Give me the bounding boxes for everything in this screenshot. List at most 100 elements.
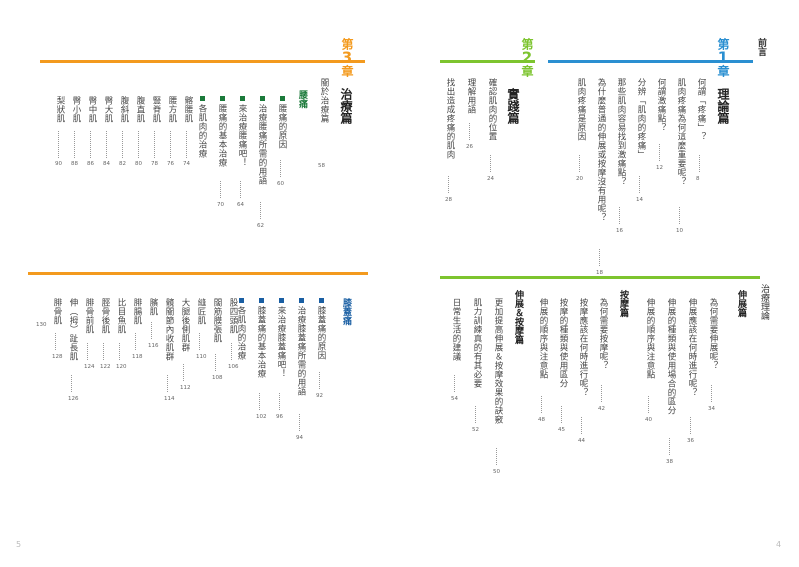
stretch-item-3[interactable]: 伸展的順序與注意點	[644, 298, 656, 379]
preface-label[interactable]: 前言	[756, 38, 766, 56]
knee-sub-item-3[interactable]: 膝蓋痛的基本治療	[255, 298, 267, 378]
knee-sub-item-0[interactable]: 膝蓋痛的原因	[315, 298, 327, 360]
dot-leader	[58, 130, 59, 158]
knee-muscle-item-0[interactable]: 股四頭肌	[227, 298, 239, 334]
dot-leader	[55, 332, 56, 350]
knee-muscle-item-5[interactable]: 臏肌	[147, 298, 159, 316]
dot-leader	[648, 395, 649, 413]
knee-muscle-item-label: 縫匠肌	[196, 298, 206, 325]
combo-page-number: 50	[493, 469, 500, 475]
dot-leader	[561, 406, 562, 423]
stretch-item-label: 伸展的順序與注意點	[645, 298, 655, 379]
lowback-sub-item-3[interactable]: 腰痛的基本治療	[216, 96, 228, 167]
ch2-item-2[interactable]: 找出造成疼痛的肌肉	[444, 78, 456, 159]
ch1-item-0[interactable]: 何謂「疼痛」？	[695, 78, 707, 141]
knee-muscle-item-11[interactable]: 腓骨肌	[51, 298, 63, 325]
knee-muscle-item-1[interactable]: 闊筋膜張肌	[211, 298, 223, 343]
combo-page-number: 52	[472, 427, 479, 433]
lowback-muscle-item-7[interactable]: 臀小肌	[70, 96, 82, 123]
lowback-sub-item-0[interactable]: 腰痛的原因	[276, 96, 288, 149]
ch2-page-number: 24	[487, 175, 494, 182]
chapter1-title[interactable]: 理論篇	[716, 88, 730, 124]
ch2-page-number: 26	[466, 144, 473, 150]
ch1-item-1[interactable]: 肌肉疼痛為何這麼重要呢？	[675, 78, 687, 186]
lowback-muscle-page-number: 80	[135, 161, 142, 167]
massage-item-1[interactable]: 按摩應該在何時進行呢？	[577, 298, 589, 397]
lowback-muscle-item-label: 臀大肌	[103, 96, 113, 123]
ch1-item-3[interactable]: 分辨「肌肉的疼痛」	[635, 78, 647, 159]
lowback-muscle-page-number: 88	[71, 161, 78, 167]
knee-muscle-item-label: 髖關節內收肌群	[164, 298, 174, 361]
stretch-item-1[interactable]: 伸展應該在何時進行呢？	[686, 298, 698, 397]
stretch-section[interactable]: 伸展篇	[736, 290, 746, 317]
massage-page-number: 44	[578, 437, 585, 444]
lowback-muscle-item-4[interactable]: 腹斜肌	[118, 96, 130, 123]
lowback-muscle-item-label: 梨狀肌	[55, 96, 65, 123]
combo-item-2[interactable]: 日常生活的建議	[450, 298, 462, 361]
lowback-sub-item-1[interactable]: 治療腰痛所需的用語	[256, 96, 268, 185]
lowback-muscle-item-8[interactable]: 梨狀肌	[54, 96, 66, 123]
lowback-muscle-item-label: 腹直肌	[135, 96, 145, 123]
ch1-item-5[interactable]: 為什麼普通的伸展或按摩沒有用呢？	[595, 78, 607, 222]
combo-item-0[interactable]: 更加提高伸展＆按摩效果的訣竅	[492, 298, 504, 424]
dot-leader	[170, 130, 171, 158]
ch1-item-6[interactable]: 肌肉疼痛是原因	[575, 78, 587, 141]
lowback-muscle-item-2[interactable]: 豎脊肌	[150, 96, 162, 123]
lowback-muscle-item-6[interactable]: 臀中肌	[86, 96, 98, 123]
knee-sub-item-4[interactable]: 各肌肉的治療	[235, 298, 247, 360]
lowback-muscle-item-label: 臀中肌	[87, 96, 97, 123]
ch2-item-0[interactable]: 確認肌肉的位置	[486, 78, 498, 141]
lowback-muscle-item-0[interactable]: 髂腰肌	[182, 96, 194, 123]
knee-sub-item-2[interactable]: 來治療膝蓋痛吧！	[275, 298, 287, 378]
lowback-muscle-page-number: 86	[87, 161, 94, 167]
knee-muscle-item-2[interactable]: 縫匠肌	[195, 298, 207, 325]
knee-muscle-item-4[interactable]: 髖關節內收肌群	[163, 298, 175, 361]
chapter3-title[interactable]: 治療篇	[339, 88, 353, 124]
knee-muscle-page-number: 106	[228, 364, 239, 370]
knee-muscle-item-10[interactable]: 伸（拇）趾長肌	[67, 298, 79, 361]
massage-item-2[interactable]: 按摩的種類與使用區分	[557, 298, 569, 388]
chapter3-intro[interactable]: 關於治療篇	[319, 78, 329, 123]
massage-item-0[interactable]: 為何需要按摩呢？	[597, 298, 609, 370]
ch1-item-2[interactable]: 何謂激痛點？	[655, 78, 667, 132]
lowback-sub-page-number: 64	[237, 201, 244, 208]
ch1-item-4[interactable]: 那些肌肉容易找到激痛點？	[615, 78, 627, 186]
knee-muscle-item-7[interactable]: 比目魚肌	[115, 298, 127, 334]
combo-section[interactable]: 伸展＆按摩篇	[513, 290, 523, 344]
lowback-sub-item-4[interactable]: 各肌肉的治療	[196, 96, 208, 158]
lowback-muscle-item-label: 臀小肌	[71, 96, 81, 123]
lowback-muscle-item-5[interactable]: 臀大肌	[102, 96, 114, 123]
lowback-muscle-item-3[interactable]: 腹直肌	[134, 96, 146, 123]
knee-muscle-item-3[interactable]: 大腿後側肌群	[179, 298, 191, 352]
knee-muscle-item-6[interactable]: 腓腸肌	[131, 298, 143, 325]
ch1-item-label: 何謂「疼痛」？	[696, 78, 706, 141]
combo-item-1[interactable]: 肌力訓練真的有其必要	[471, 298, 483, 388]
knee-muscle-page-number: 108	[212, 374, 223, 381]
dot-leader	[280, 159, 281, 177]
dot-leader	[490, 154, 491, 172]
knee-sub-item-1[interactable]: 治療膝蓋痛所需的用語	[295, 298, 307, 396]
square-bullet-icon	[278, 298, 284, 303]
knee-muscle-item-8[interactable]: 脛骨後肌	[99, 298, 111, 334]
lowback-sub-item-2[interactable]: 來治療腰痛吧！	[236, 96, 248, 167]
lowback-sub-item-label: 各肌肉的治療	[197, 104, 207, 158]
ch2-item-1[interactable]: 理解用語	[465, 78, 477, 114]
lowback-sub-item-label: 治療腰痛所需的用語	[257, 104, 267, 185]
knee-section: 膝蓋痛	[341, 298, 351, 325]
square-bullet-icon	[219, 96, 225, 101]
square-bullet-icon	[199, 96, 205, 101]
lowback-muscle-item-1[interactable]: 腰方肌	[166, 96, 178, 123]
chapter2-title[interactable]: 實踐篇	[506, 88, 520, 124]
dot-leader	[711, 385, 712, 402]
stretch-item-2[interactable]: 伸展的種類與使用場合的區分	[665, 298, 677, 415]
knee-muscle-item-label: 腓骨肌	[52, 298, 62, 325]
dot-leader	[220, 180, 221, 198]
massage-item-3[interactable]: 伸展的順序與注意點	[537, 298, 549, 379]
knee-muscle-item-9[interactable]: 腓骨前肌	[83, 298, 95, 334]
dot-leader	[259, 393, 260, 410]
stretch-item-label: 為何需要伸展呢？	[708, 298, 718, 370]
massage-section[interactable]: 按摩篇	[618, 290, 628, 317]
dot-leader	[103, 343, 104, 360]
stretch-item-0[interactable]: 為何需要伸展呢？	[707, 298, 719, 370]
combo-page-number: 54	[451, 395, 458, 402]
